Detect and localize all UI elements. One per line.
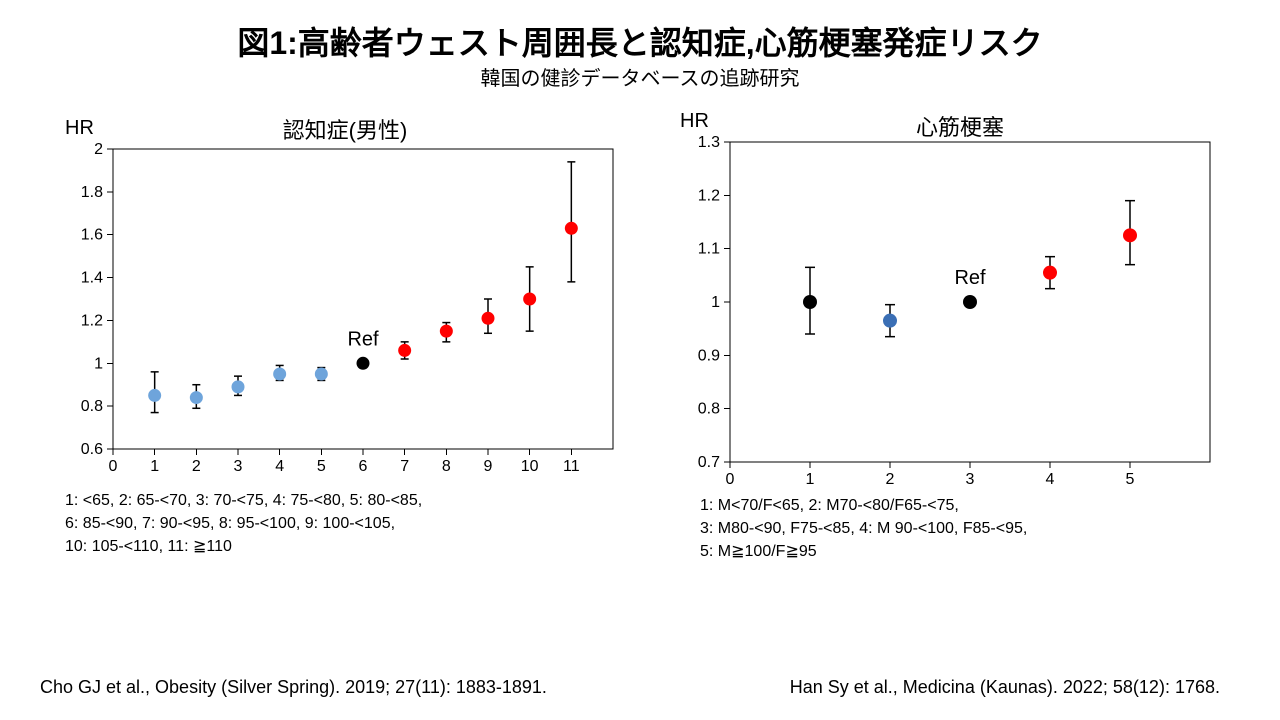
right-key-line-2: 3: M80-<90, F75-<85, 4: M 90-<100, F85-<… — [700, 517, 1240, 540]
svg-text:5: 5 — [317, 458, 326, 475]
svg-text:0: 0 — [726, 471, 735, 488]
svg-text:1.8: 1.8 — [81, 184, 103, 201]
right-citation: Han Sy et al., Medicina (Kaunas). 2022; … — [790, 677, 1220, 698]
svg-text:4: 4 — [1046, 471, 1055, 488]
left-panel: HR 認知症(男性) 0.60.811.21.41.61.82012345678… — [65, 135, 625, 559]
svg-text:4: 4 — [275, 458, 284, 475]
svg-text:0.8: 0.8 — [698, 401, 720, 418]
left-key-line-1: 1: <65, 2: 65-<70, 3: 70-<75, 4: 75-<80,… — [65, 489, 625, 512]
svg-text:0.7: 0.7 — [698, 454, 720, 471]
svg-text:0: 0 — [109, 458, 118, 475]
left-chart: 0.60.811.21.41.61.8201234567891011Ref — [65, 135, 625, 485]
svg-text:11: 11 — [563, 458, 580, 475]
svg-text:1: 1 — [94, 355, 103, 372]
svg-text:8: 8 — [442, 458, 451, 475]
svg-text:2: 2 — [886, 471, 895, 488]
right-chart: 0.70.80.911.11.21.3012345Ref — [680, 110, 1240, 490]
right-panel-title: 心筋梗塞 — [680, 110, 1240, 142]
svg-text:9: 9 — [484, 458, 493, 475]
svg-text:3: 3 — [966, 471, 975, 488]
svg-text:0.6: 0.6 — [81, 441, 103, 458]
left-panel-title: 認知症(男性) — [65, 113, 625, 145]
svg-text:1.4: 1.4 — [81, 270, 103, 287]
svg-text:3: 3 — [234, 458, 243, 475]
svg-text:7: 7 — [400, 458, 409, 475]
svg-text:1.1: 1.1 — [698, 241, 720, 258]
svg-text:5: 5 — [1126, 471, 1135, 488]
svg-text:1.6: 1.6 — [81, 227, 103, 244]
main-title: 図1:高齢者ウェスト周囲長と認知症,心筋梗塞発症リスク — [0, 18, 1280, 64]
svg-text:0.8: 0.8 — [81, 398, 103, 415]
svg-text:1: 1 — [711, 294, 720, 311]
svg-text:1: 1 — [150, 458, 159, 475]
svg-text:Ref: Ref — [347, 328, 379, 350]
svg-text:6: 6 — [359, 458, 368, 475]
right-key-line-3: 5: M≧100/F≧95 — [700, 540, 1240, 563]
right-key-line-1: 1: M<70/F<65, 2: M70-<80/F65-<75, — [700, 494, 1240, 517]
left-citation: Cho GJ et al., Obesity (Silver Spring). … — [40, 677, 547, 698]
left-key-line-3: 10: 105-<110, 11: ≧110 — [65, 535, 625, 558]
left-key-line-2: 6: 85-<90, 7: 90-<95, 8: 95-<100, 9: 100… — [65, 512, 625, 535]
svg-text:1.2: 1.2 — [81, 312, 103, 329]
subtitle: 韓国の健診データベースの追跡研究 — [0, 62, 1280, 91]
svg-text:2: 2 — [192, 458, 201, 475]
right-panel: HR 心筋梗塞 0.70.80.911.11.21.3012345Ref 1: … — [680, 110, 1240, 564]
svg-text:1.2: 1.2 — [698, 187, 720, 204]
svg-text:0.9: 0.9 — [698, 347, 720, 364]
svg-text:10: 10 — [521, 458, 539, 475]
svg-text:1: 1 — [806, 471, 815, 488]
svg-text:Ref: Ref — [954, 267, 986, 289]
